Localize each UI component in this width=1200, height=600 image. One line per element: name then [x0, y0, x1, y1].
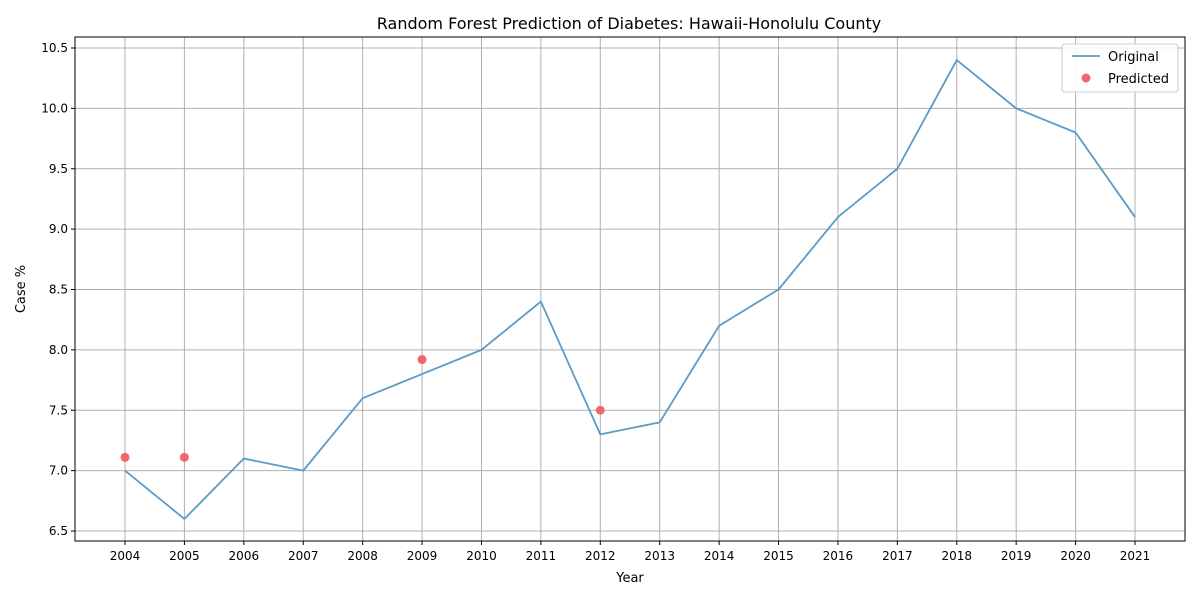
predicted-point [120, 452, 130, 462]
x-tick-label: 2007 [288, 549, 319, 563]
y-tick-label: 10.5 [41, 41, 68, 55]
x-axis-label: Year [615, 571, 644, 586]
y-tick-label: 7.0 [49, 464, 68, 478]
y-tick-label: 9.5 [49, 162, 68, 176]
legend-label-original: Original [1108, 50, 1159, 65]
x-tick-label: 2015 [763, 549, 794, 563]
y-tick-label: 8.0 [49, 343, 68, 357]
x-tick-label: 2012 [585, 549, 616, 563]
x-axis: 2004 2005 2006 2007 2008 2009 2010 2011 2012 2013… [110, 541, 1151, 563]
x-tick-label: 2010 [466, 549, 497, 563]
legend-swatch-predicted [1081, 73, 1091, 83]
y-axis: 6.5 7.0 7.5 8.0 8.5 9.0 9.5 10.0 10.5 [41, 41, 75, 538]
x-tick-label: 2021 [1120, 549, 1151, 563]
y-tick-label: 8.5 [49, 283, 68, 297]
x-tick-label: 2018 [941, 549, 972, 563]
y-tick-label: 9.0 [49, 222, 68, 236]
legend-label-predicted: Predicted [1108, 72, 1169, 87]
series-line-original [124, 59, 1136, 520]
x-tick-label: 2017 [882, 549, 913, 563]
x-tick-label: 2009 [407, 549, 438, 563]
predicted-point [179, 452, 189, 462]
x-tick-label: 2019 [1001, 549, 1032, 563]
predicted-point [417, 355, 427, 365]
y-tick-label: 10.0 [41, 101, 68, 115]
legend: Original Predicted [1061, 43, 1179, 93]
x-tick-label: 2005 [169, 549, 200, 563]
y-axis-label: Case % [14, 265, 29, 313]
x-tick-label: 2011 [526, 549, 557, 563]
series-points-predicted [120, 355, 605, 462]
x-tick-label: 2013 [644, 549, 675, 563]
x-tick-label: 2016 [823, 549, 854, 563]
chart-title: Random Forest Prediction of Diabetes: Ha… [377, 14, 881, 33]
grid [75, 37, 1185, 541]
x-tick-label: 2014 [704, 549, 735, 563]
x-tick-label: 2008 [347, 549, 378, 563]
y-tick-label: 6.5 [49, 524, 68, 538]
predicted-point [595, 405, 605, 415]
x-tick-label: 2006 [229, 549, 260, 563]
x-tick-label: 2004 [110, 549, 141, 563]
x-tick-label: 2020 [1060, 549, 1091, 563]
y-tick-label: 7.5 [49, 403, 68, 417]
